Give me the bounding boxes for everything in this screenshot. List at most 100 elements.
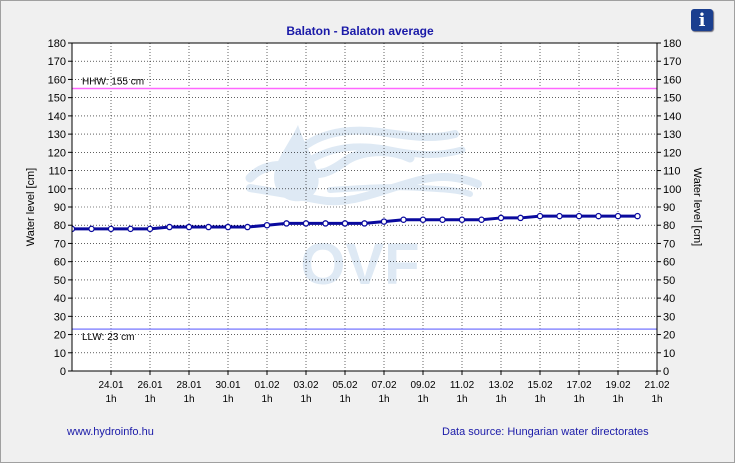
data-point: [244, 223, 251, 231]
data-point: [283, 220, 290, 227]
data-point: [634, 212, 641, 220]
x-tick-label-date: 21.02: [644, 380, 669, 391]
data-point: [127, 225, 134, 233]
data-point: [458, 216, 466, 224]
x-tick-label-hour: 1h: [144, 394, 155, 405]
data-point: [322, 220, 329, 227]
data-point: [146, 225, 154, 233]
y-tick-label-left: 130: [48, 129, 66, 141]
x-tick-label-hour: 1h: [105, 394, 116, 405]
y-tick-label-right: 20: [663, 330, 675, 342]
y-tick-label-right: 100: [663, 184, 681, 196]
y-tick-label-right: 150: [663, 93, 681, 105]
y-tick-label-left: 120: [48, 147, 66, 159]
series-line: [72, 214, 638, 231]
data-point: [536, 212, 544, 220]
data-point: [341, 220, 349, 227]
y-tick-label-left: 20: [54, 330, 66, 342]
data-point: [497, 214, 505, 222]
y-tick-label-right: 60: [663, 257, 675, 269]
x-tick-label-hour: 1h: [651, 394, 662, 405]
y-tick-label-right: 160: [663, 74, 681, 86]
x-tick-label-hour: 1h: [495, 394, 506, 405]
info-button[interactable]: i: [691, 9, 713, 31]
y-tick-label-left: 150: [48, 93, 66, 105]
y-tick-label-right: 30: [663, 311, 675, 323]
reference-line-label: HHW: 155 cm: [82, 77, 144, 88]
x-tick-label-hour: 1h: [534, 394, 545, 405]
chart-title: Balaton - Balaton average: [286, 24, 434, 38]
data-point: [302, 220, 310, 227]
y-tick-label-right: 70: [663, 238, 675, 250]
data-point: [517, 214, 524, 222]
y-tick-label-right: 80: [663, 220, 675, 232]
y-tick-label-right: 40: [663, 293, 675, 305]
x-tick-label-date: 03.02: [293, 380, 318, 391]
y-tick-label-right: 110: [663, 166, 681, 178]
watermark-text: OVF: [300, 232, 419, 297]
data-point: [400, 216, 407, 224]
data-point: [614, 212, 622, 220]
x-tick-label-hour: 1h: [456, 394, 467, 405]
data-point: [595, 212, 602, 220]
y-tick-label-right: 50: [663, 275, 675, 287]
plot-area: [72, 43, 657, 371]
x-tick-label-date: 28.01: [176, 380, 201, 391]
data-point: [263, 221, 271, 229]
x-tick-label-hour: 1h: [183, 394, 194, 405]
y-tick-label-left: 100: [48, 184, 66, 196]
y-tick-label-right: 140: [663, 111, 681, 123]
x-tick-label-hour: 1h: [612, 394, 623, 405]
y-tick-label-right: 170: [663, 56, 681, 68]
y-tick-label-left: 80: [54, 220, 66, 232]
y-tick-label-left: 180: [48, 38, 66, 50]
y-tick-label-left: 40: [54, 293, 66, 305]
x-tick-label-hour: 1h: [339, 394, 350, 405]
x-tick-label-date: 11.02: [450, 380, 475, 391]
data-point: [107, 225, 115, 233]
x-tick-label-date: 09.02: [410, 380, 435, 391]
data-point: [556, 212, 563, 220]
x-tick-label-date: 30.01: [215, 380, 240, 391]
y-tick-label-right: 0: [663, 366, 669, 378]
y-tick-label-left: 60: [54, 257, 66, 269]
data-point: [185, 223, 193, 231]
data-point: [575, 212, 583, 220]
x-tick-label-hour: 1h: [417, 394, 428, 405]
x-tick-label-hour: 1h: [300, 394, 311, 405]
y-tick-label-right: 120: [663, 147, 681, 159]
y-tick-label-left: 110: [48, 166, 66, 178]
y-tick-label-left: 170: [48, 56, 66, 68]
series-layer: [72, 212, 641, 233]
y-axis-label-right: Water level [cm]: [691, 168, 703, 246]
website-link[interactable]: www.hydroinfo.hu: [67, 426, 154, 438]
y-tick-label-right: 130: [663, 129, 681, 141]
x-tick-label-date: 17.02: [566, 380, 591, 391]
info-icon: i: [698, 9, 706, 31]
x-tick-label-date: 15.02: [527, 380, 552, 391]
y-tick-label-left: 0: [60, 366, 66, 378]
axes: 0 0 10 10 20 20 30 30 40 40 50 50 60 60 70 70 80 80 90 90 10…: [48, 38, 682, 405]
x-tick-label-hour: 1h: [222, 394, 233, 405]
x-tick-label-date: 13.02: [488, 380, 513, 391]
data-point: [205, 223, 212, 231]
data-point: [88, 225, 95, 233]
reference-lines: HHW: 155 cm LLW: 23 cm: [72, 77, 657, 343]
y-tick-label-left: 10: [54, 348, 66, 360]
plot-border: [71, 42, 658, 372]
data-source-text: Data source: Hungarian water directorate…: [442, 426, 649, 438]
data-point: [439, 216, 446, 224]
x-tick-label-date: 24.01: [98, 380, 123, 391]
y-axis-label-left: Water level [cm]: [25, 168, 37, 246]
x-tick-label-date: 05.02: [332, 380, 357, 391]
x-tick-label-hour: 1h: [261, 394, 272, 405]
data-point: [380, 218, 388, 225]
data-point: [166, 223, 173, 231]
x-tick-label-date: 01.02: [254, 380, 279, 391]
y-tick-label-left: 160: [48, 74, 66, 86]
y-tick-label-right: 10: [663, 348, 675, 360]
x-tick-label-hour: 1h: [378, 394, 389, 405]
x-tick-label-hour: 1h: [573, 394, 584, 405]
data-point: [361, 220, 368, 227]
